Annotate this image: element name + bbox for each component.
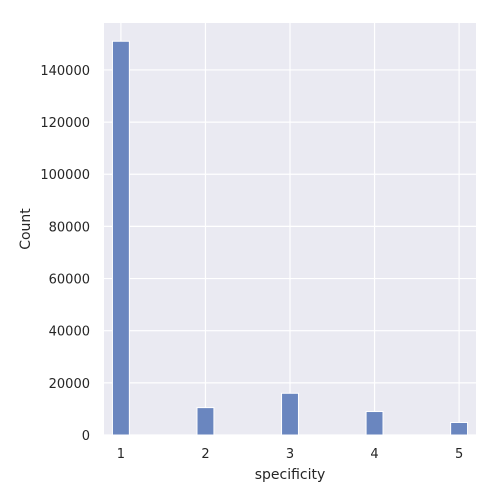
- y-tick-label: 60000: [49, 273, 90, 288]
- histogram-bar: [282, 393, 299, 435]
- histogram-bar: [112, 41, 129, 435]
- y-tick-label: 20000: [49, 377, 90, 392]
- y-tick-label: 0: [82, 429, 90, 444]
- x-tick-label: 2: [201, 447, 209, 462]
- y-tick-label: 140000: [40, 64, 90, 79]
- y-tick-labels: 0 20000 40000 60000 80000 100000 120000 140000: [40, 64, 90, 444]
- y-tick-label: 100000: [40, 168, 90, 183]
- x-tick-label: 3: [286, 447, 294, 462]
- y-tick-label: 80000: [49, 220, 90, 235]
- histogram-bar: [366, 412, 383, 435]
- x-tick-label: 1: [117, 447, 125, 462]
- y-tick-label: 40000: [49, 325, 90, 340]
- x-tick-label: 5: [455, 447, 463, 462]
- y-axis-label: Count: [18, 208, 34, 250]
- x-axis-label: specificity: [255, 467, 326, 483]
- x-tick-labels: 1 2 3 4 5: [117, 447, 463, 462]
- histogram-bar: [197, 408, 214, 435]
- histogram-bar: [451, 422, 468, 435]
- x-tick-label: 4: [370, 447, 378, 462]
- y-tick-label: 120000: [40, 116, 90, 131]
